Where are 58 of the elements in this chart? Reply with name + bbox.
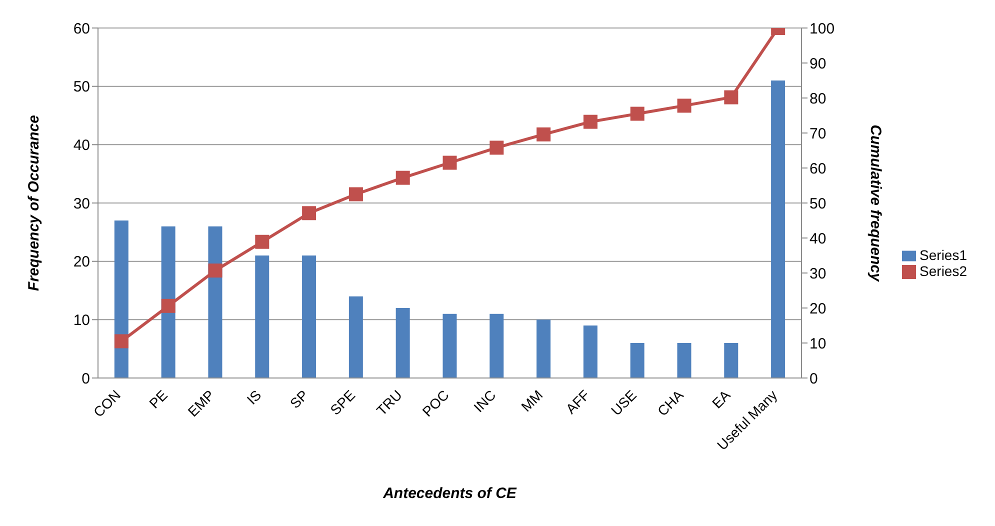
- legend-label: Series1: [920, 246, 967, 263]
- legend-label: Series2: [920, 263, 967, 279]
- point: [536, 127, 551, 142]
- y2-tick-label: 30: [810, 265, 826, 282]
- y-tick-label: 0: [82, 370, 90, 388]
- bar: [348, 296, 363, 378]
- point: [677, 98, 692, 113]
- x-tick-label: IS: [244, 386, 264, 408]
- y-axis-title: Frequency of Occurance: [25, 115, 42, 291]
- y2-tick-label: 90: [810, 55, 826, 72]
- point: [583, 114, 598, 129]
- x-tick-label: INC: [470, 386, 499, 416]
- bar: [302, 256, 316, 378]
- y2-tick-label: 60: [810, 160, 826, 178]
- bar: [771, 80, 786, 378]
- point: [396, 170, 410, 185]
- bar: [630, 343, 644, 378]
- y2-tick-label: 0: [810, 370, 818, 388]
- bar: [208, 226, 222, 378]
- bar: [442, 314, 457, 378]
- point: [348, 187, 363, 202]
- x-tick-label: SP: [286, 386, 312, 412]
- point: [630, 106, 644, 121]
- y-tick-label: 30: [73, 195, 90, 212]
- y2-tick-label: 20: [810, 300, 826, 318]
- bar: [114, 220, 128, 378]
- y-tick-label: 40: [73, 136, 90, 154]
- y-tick-label: 20: [73, 254, 90, 271]
- bar: [677, 343, 692, 378]
- y2-tick-label: 80: [810, 90, 826, 108]
- bar: [490, 314, 504, 378]
- point: [490, 140, 504, 155]
- bar: [724, 343, 738, 378]
- x-tick-label: MM: [518, 386, 546, 415]
- point: [161, 298, 176, 313]
- y2-axis-title: Cumulative frequency: [867, 124, 884, 282]
- y2-tick-label: 40: [810, 230, 826, 248]
- x-tick-label: PE: [146, 386, 170, 412]
- point: [724, 90, 738, 104]
- y-tick-label: 60: [73, 20, 90, 38]
- point: [208, 264, 222, 278]
- x-tick-label: EA: [708, 386, 734, 412]
- y2-tick-label: 70: [810, 125, 826, 142]
- y2-tick-label: 50: [810, 195, 826, 212]
- bar: [583, 326, 598, 378]
- bar: [536, 320, 551, 378]
- point: [114, 334, 128, 348]
- x-tick-label: CHA: [654, 386, 687, 420]
- y2-tick-label: 100: [810, 20, 835, 38]
- bar: [255, 256, 270, 378]
- point: [302, 206, 316, 220]
- x-axis-title: Antecedents of CE: [382, 485, 518, 502]
- point: [442, 156, 457, 170]
- point: [255, 234, 270, 249]
- y-tick-label: 10: [73, 312, 90, 329]
- bar: [396, 308, 410, 378]
- y-tick-label: 50: [73, 78, 90, 96]
- y2-tick-label: 10: [810, 335, 826, 352]
